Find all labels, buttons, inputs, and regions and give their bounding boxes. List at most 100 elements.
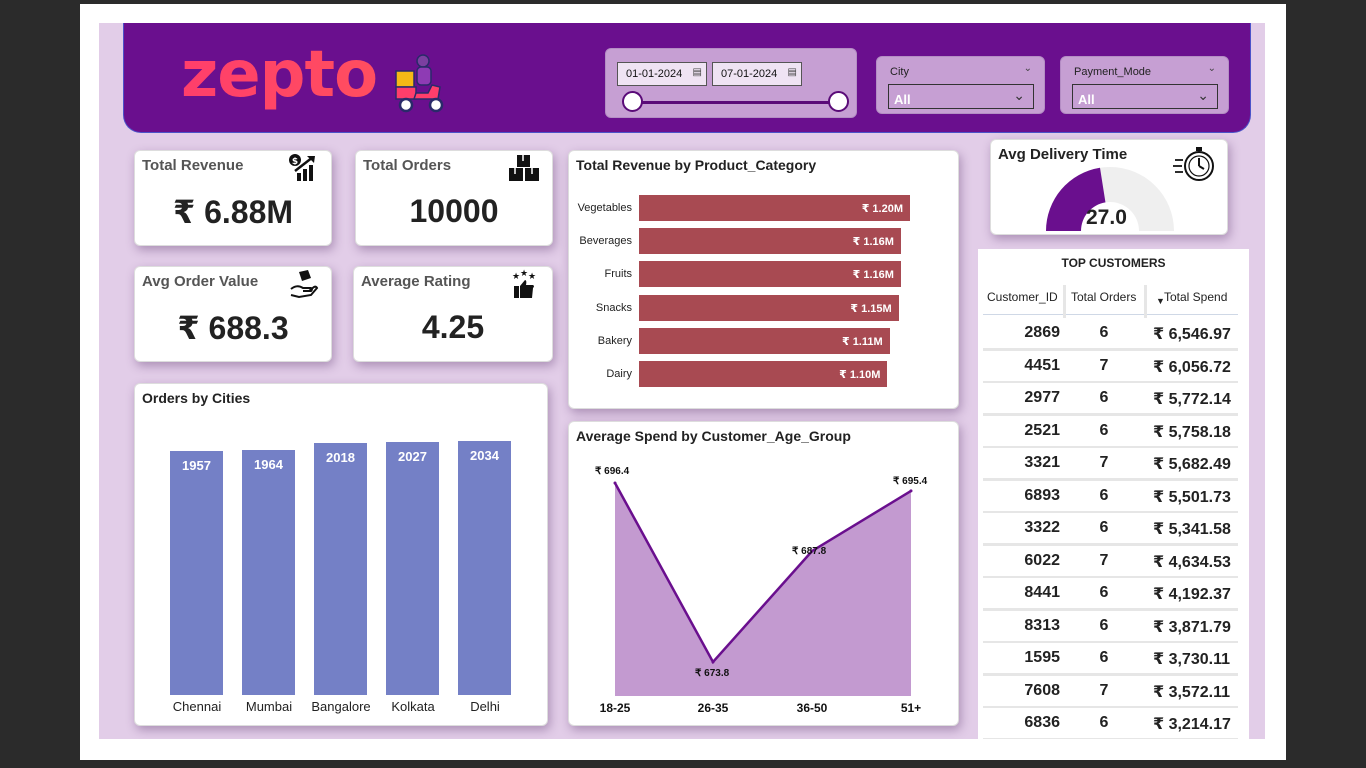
city-dropdown[interactable]: All ⌄ bbox=[888, 84, 1034, 109]
category-bar[interactable]: ₹ 1.11M bbox=[639, 327, 890, 354]
cell-customer-id: 7608 bbox=[983, 675, 1060, 706]
cell-customer-id: 4451 bbox=[983, 350, 1060, 381]
data-point[interactable] bbox=[810, 549, 814, 553]
cell-customer-id: 6836 bbox=[983, 708, 1060, 738]
table-row[interactable]: 2869 6 ₹ 6,546.97 bbox=[983, 318, 1238, 348]
kpi-card-total-orders[interactable]: Total Orders 10000 bbox=[355, 150, 553, 246]
data-label: ₹ 687.8 bbox=[792, 546, 827, 557]
date-from-value: 01-01-2024 bbox=[626, 68, 683, 80]
bar-value-label: 2034 bbox=[470, 448, 499, 463]
table-row[interactable]: 3322 6 ₹ 5,341.58 bbox=[983, 513, 1238, 543]
date-to-input[interactable]: 07-01-2024 ▤ bbox=[712, 62, 802, 86]
payment-mode-dropdown[interactable]: All ⌄ bbox=[1072, 84, 1218, 109]
cell-total-orders: 6 bbox=[1065, 318, 1143, 348]
cell-total-orders: 6 bbox=[1065, 708, 1143, 738]
date-slider-start-handle[interactable] bbox=[622, 91, 643, 112]
top-customers-table[interactable]: TOP CUSTOMERS Customer_ID Total Orders ▼… bbox=[978, 249, 1249, 739]
city-bar[interactable]: 2034 bbox=[458, 441, 511, 695]
cell-total-spend: ₹ 6,546.97 bbox=[1149, 318, 1238, 348]
category-bar[interactable]: ₹ 1.16M bbox=[639, 228, 901, 255]
orders-by-cities-chart[interactable]: Orders by Cities 1957 Chennai 1964 Mumbai 20… bbox=[134, 383, 548, 726]
table-row[interactable]: 4451 7 ₹ 6,056.72 bbox=[983, 350, 1238, 381]
date-from-input[interactable]: 01-01-2024 ▤ bbox=[617, 62, 707, 86]
row-divider bbox=[983, 445, 1238, 449]
bar-value-label: ₹ 1.15M bbox=[850, 302, 892, 315]
x-tick-label: 51+ bbox=[901, 701, 921, 715]
table-row[interactable]: 2521 6 ₹ 5,758.18 bbox=[983, 415, 1238, 446]
avg-delivery-time-card[interactable]: Avg Delivery Time 27.0 bbox=[990, 139, 1228, 235]
data-point[interactable] bbox=[613, 481, 617, 485]
kpi-card-avg-order-value[interactable]: Avg Order Value ₹ 688.3 bbox=[134, 266, 332, 362]
data-point[interactable] bbox=[711, 660, 715, 664]
table-row[interactable]: 2977 6 ₹ 5,772.14 bbox=[983, 383, 1238, 413]
chevron-down-icon[interactable]: ⌄ bbox=[1023, 63, 1032, 74]
zepto-logo: zepto bbox=[181, 35, 378, 115]
table-row[interactable]: 6893 6 ₹ 5,501.73 bbox=[983, 480, 1238, 511]
category-bar[interactable]: ₹ 1.20M bbox=[639, 195, 910, 221]
cell-total-orders: 6 bbox=[1065, 383, 1143, 413]
cell-total-orders: 6 bbox=[1065, 480, 1143, 511]
calendar-icon[interactable]: ▤ bbox=[692, 67, 702, 78]
column-header-total-spend[interactable]: Total Spend bbox=[1164, 290, 1228, 304]
revenue-growth-icon: $ bbox=[289, 154, 315, 181]
chart-title: Average Spend by Customer_Age_Group bbox=[576, 428, 851, 444]
revenue-by-category-chart[interactable]: Total Revenue by Product_Category Vegeta… bbox=[568, 150, 959, 409]
date-slider-end-handle[interactable] bbox=[828, 91, 849, 112]
category-label: Snacks bbox=[595, 301, 632, 314]
column-header-customer-id[interactable]: Customer_ID bbox=[987, 290, 1058, 304]
table-row[interactable]: 3321 7 ₹ 5,682.49 bbox=[983, 448, 1238, 478]
kpi-title: Avg Order Value bbox=[142, 273, 259, 290]
cell-total-orders: 7 bbox=[1065, 350, 1143, 381]
cell-total-orders: 7 bbox=[1065, 545, 1143, 576]
city-bar[interactable]: 1964 bbox=[242, 449, 295, 695]
cell-total-spend: ₹ 3,871.79 bbox=[1149, 610, 1238, 641]
table-title: TOP CUSTOMERS bbox=[1061, 256, 1166, 270]
row-divider bbox=[983, 705, 1238, 709]
table-row[interactable]: 8441 6 ₹ 4,192.37 bbox=[983, 578, 1238, 608]
x-tick-label: 36-50 bbox=[797, 701, 828, 715]
calendar-icon[interactable]: ▤ bbox=[787, 67, 797, 78]
cell-total-orders: 6 bbox=[1065, 610, 1143, 641]
city-slicer[interactable]: City ⌄ All ⌄ bbox=[876, 56, 1045, 114]
kpi-card-total-revenue[interactable]: Total Revenue $ ₹ 6.88M bbox=[134, 150, 332, 246]
dropdown-arrow-icon[interactable]: ⌄ bbox=[1197, 87, 1209, 103]
date-range-slicer[interactable]: 01-01-2024 ▤ 07-01-2024 ▤ bbox=[605, 48, 857, 118]
kpi-card-average-rating[interactable]: Average Rating ★ ★ ★ 4.25 bbox=[353, 266, 553, 362]
category-label: Beverages bbox=[579, 235, 632, 248]
category-bar[interactable]: ₹ 1.16M bbox=[639, 261, 901, 288]
city-bar[interactable]: 1957 bbox=[170, 450, 223, 695]
city-label: Kolkata bbox=[391, 699, 435, 714]
bar-value-label: 1957 bbox=[182, 457, 211, 473]
payment-mode-slicer[interactable]: Payment_Mode ⌄ All ⌄ bbox=[1060, 56, 1229, 114]
svg-text:$: $ bbox=[292, 157, 298, 167]
city-bar[interactable]: 2027 bbox=[386, 441, 439, 695]
svg-text:★: ★ bbox=[528, 272, 536, 282]
chevron-down-icon[interactable]: ⌄ bbox=[1207, 63, 1216, 74]
kpi-value: ₹ 688.3 bbox=[177, 310, 289, 346]
data-point[interactable] bbox=[909, 489, 913, 493]
table-row[interactable]: 6022 7 ₹ 4,634.53 bbox=[983, 545, 1238, 576]
chart-title: Orders by Cities bbox=[142, 390, 251, 406]
table-row[interactable]: 8313 6 ₹ 3,871.79 bbox=[983, 610, 1238, 641]
cell-total-orders: 7 bbox=[1065, 448, 1143, 478]
cell-total-spend: ₹ 5,501.73 bbox=[1149, 480, 1238, 511]
avg-spend-by-age-chart[interactable]: Average Spend by Customer_Age_Group ₹ 69… bbox=[568, 421, 959, 726]
dashboard-canvas: zepto 01-01-2024 ▤ 07-01-2024 ▤ City bbox=[99, 23, 1265, 739]
table-row[interactable]: 7608 7 ₹ 3,572.11 bbox=[983, 675, 1238, 706]
date-slider-track[interactable] bbox=[632, 101, 840, 104]
cell-total-spend: ₹ 4,634.53 bbox=[1149, 545, 1238, 576]
column-header-total-orders[interactable]: Total Orders bbox=[1071, 290, 1137, 304]
table-row[interactable]: 1595 6 ₹ 3,730.11 bbox=[983, 643, 1238, 673]
kpi-title: Total Revenue bbox=[142, 157, 244, 174]
age-area-chart: ₹ 696.4 18-25 ₹ 673.8 26-35 ₹ 687.8 36-50 ₹ 69… bbox=[595, 466, 928, 715]
kpi-value: 4.25 bbox=[421, 309, 485, 345]
city-bar[interactable]: 2018 bbox=[314, 443, 367, 695]
category-bar[interactable]: ₹ 1.10M bbox=[639, 361, 888, 387]
category-bar[interactable]: ₹ 1.15M bbox=[639, 294, 899, 321]
table-row[interactable]: 6836 6 ₹ 3,214.17 bbox=[983, 708, 1238, 738]
cell-total-spend: ₹ 3,730.11 bbox=[1149, 643, 1238, 673]
spend-line bbox=[613, 482, 912, 665]
row-divider bbox=[983, 608, 1238, 611]
sort-descending-icon[interactable]: ▼ bbox=[1156, 296, 1165, 306]
dropdown-arrow-icon[interactable]: ⌄ bbox=[1013, 87, 1025, 103]
